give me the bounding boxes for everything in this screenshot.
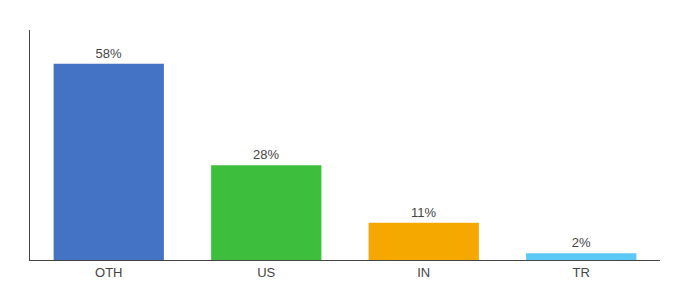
svg-text:28%: 28%	[253, 147, 279, 162]
svg-text:TR: TR	[573, 265, 590, 280]
svg-text:11%: 11%	[411, 205, 436, 220]
svg-text:58%: 58%	[96, 46, 122, 61]
svg-text:OTH: OTH	[95, 265, 122, 280]
svg-text:IN: IN	[417, 265, 430, 280]
svg-text:US: US	[257, 265, 275, 280]
svg-text:2%: 2%	[572, 235, 591, 250]
